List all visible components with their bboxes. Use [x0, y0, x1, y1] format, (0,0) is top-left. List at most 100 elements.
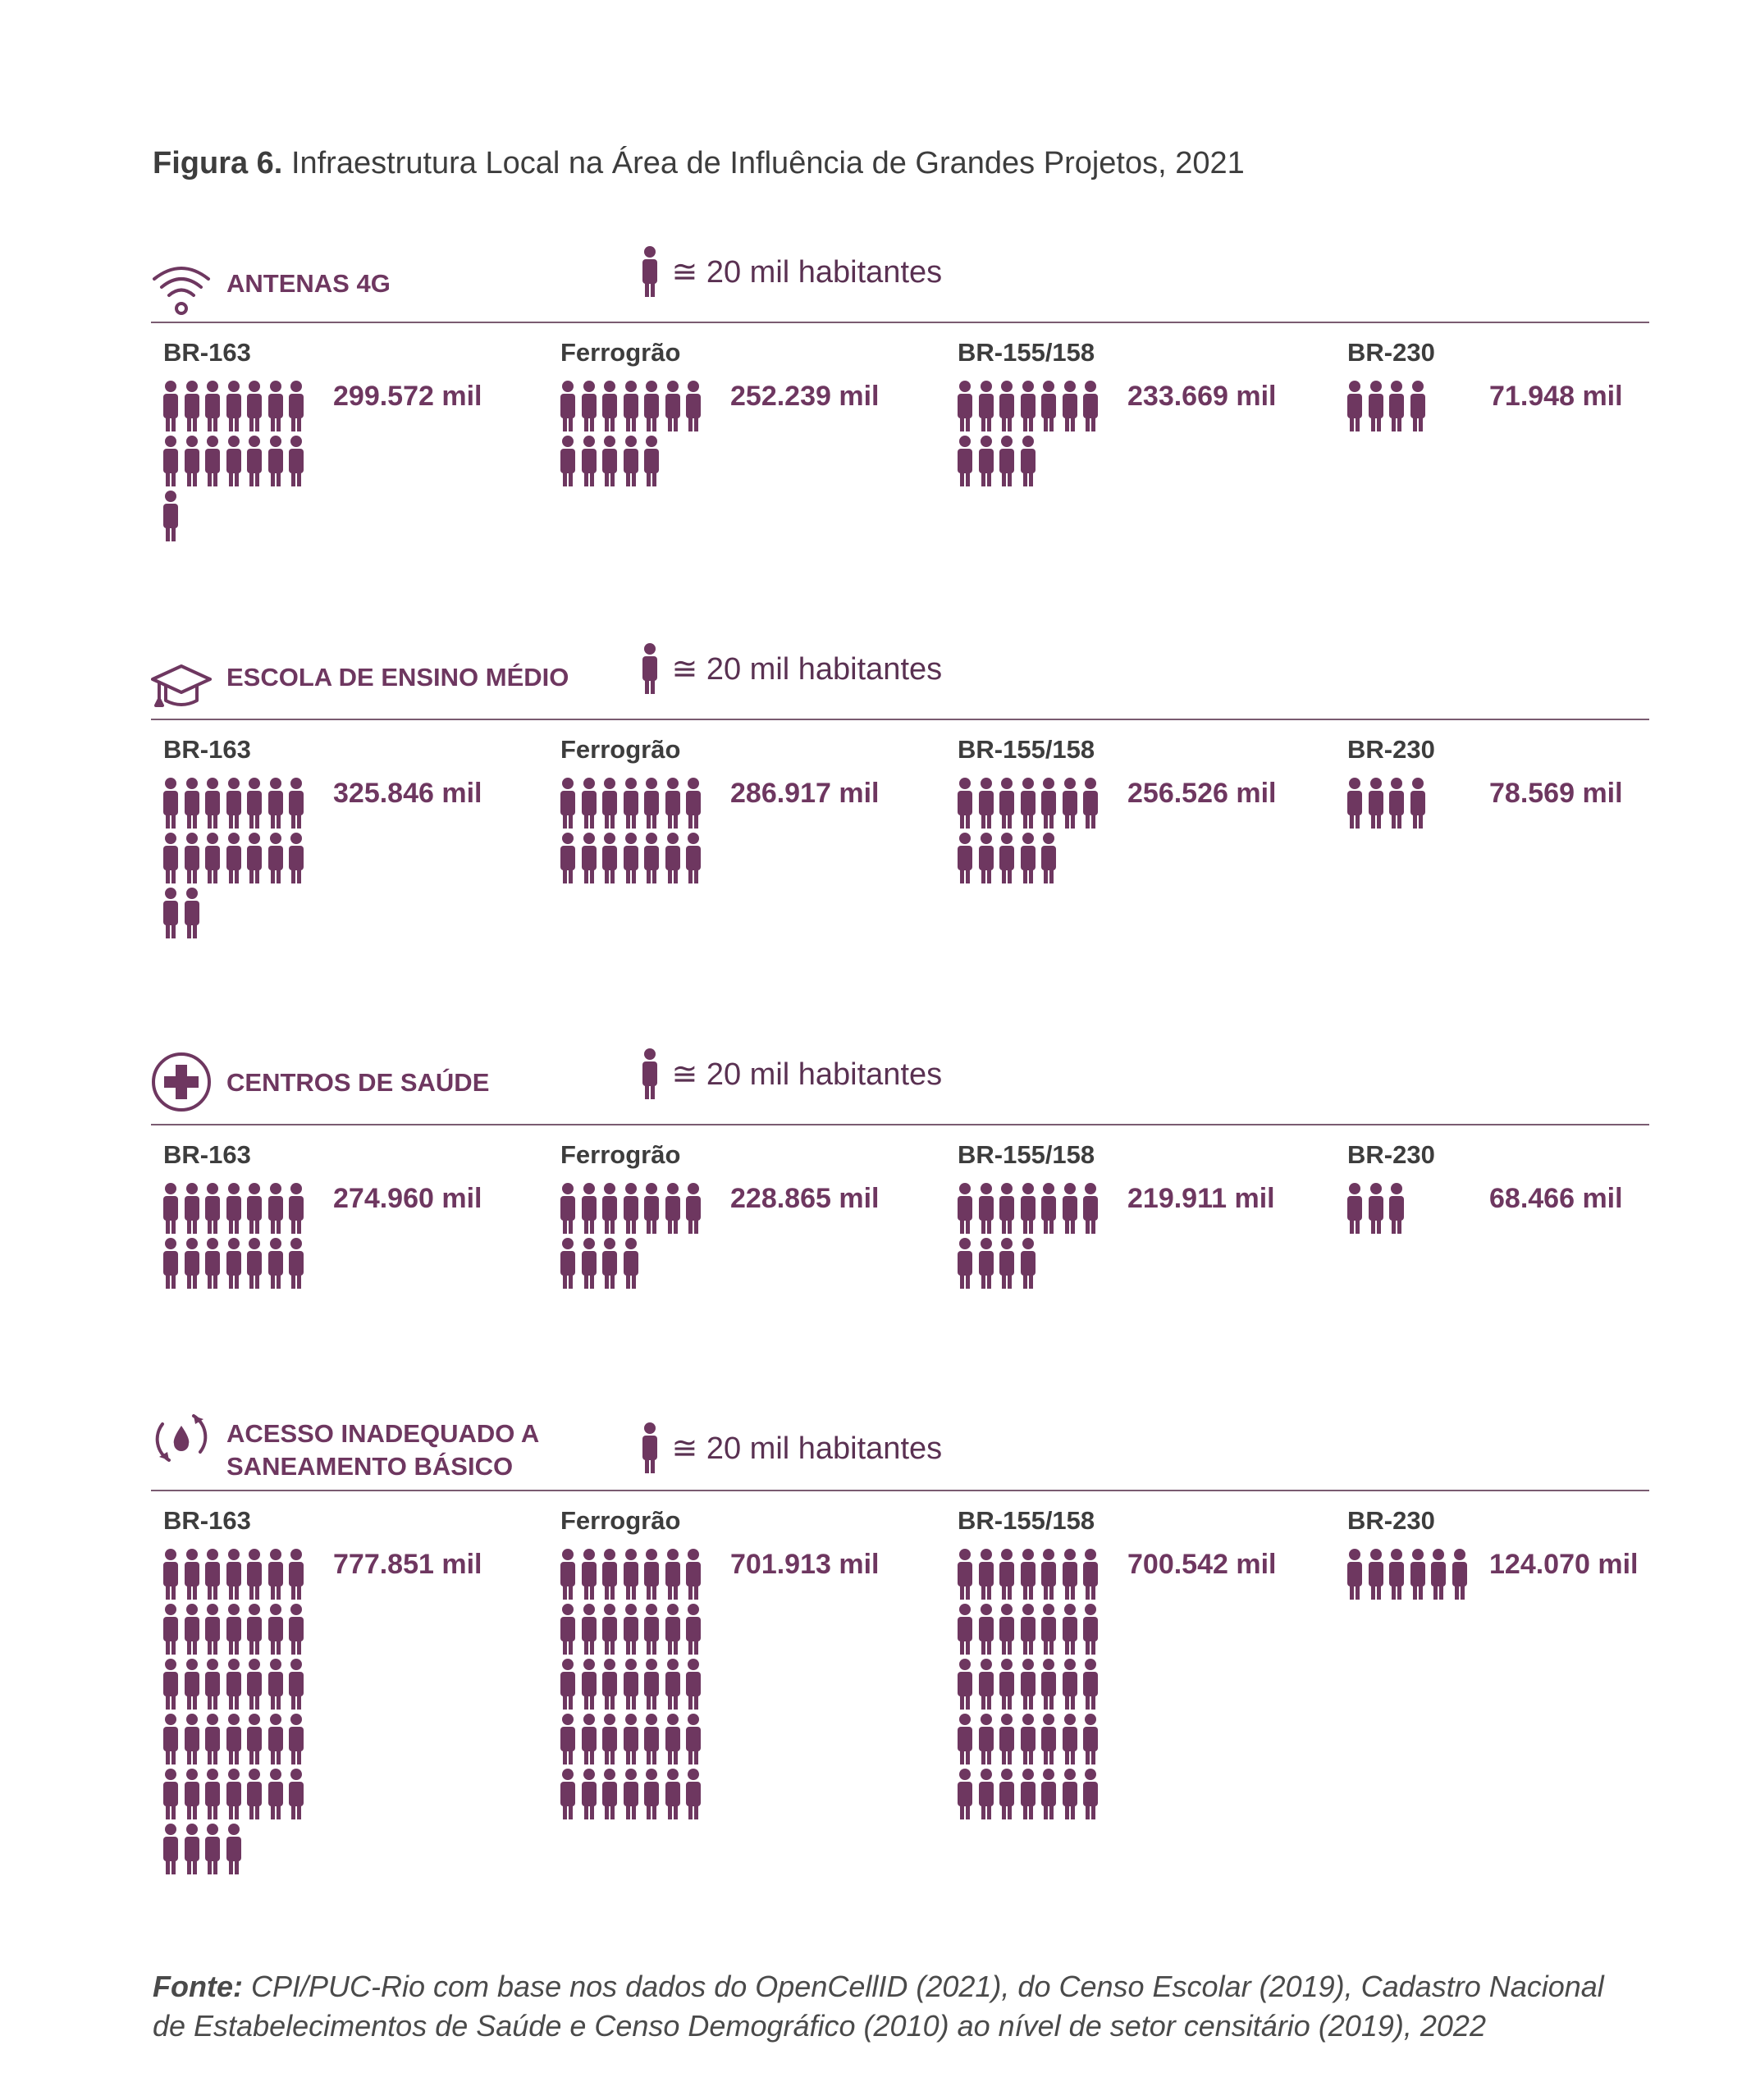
- person-icon: [163, 1183, 178, 1234]
- person-icon: [289, 1604, 304, 1655]
- person-icon: [205, 1714, 220, 1764]
- person-icon: [289, 1183, 304, 1234]
- value-label: 299.572 mil: [333, 381, 482, 412]
- person-icon: [602, 778, 617, 829]
- divider: [151, 1124, 1649, 1125]
- person-icon: [999, 1604, 1014, 1655]
- legend-text: ≅ 20 mil habitantes: [671, 1057, 943, 1092]
- person-icon: [1347, 1183, 1362, 1234]
- person-icon: [686, 1659, 701, 1710]
- person-icon: [958, 1183, 972, 1234]
- panel-escola-ensino-medio: ESCOLA DE ENSINO MÉDIO ≅ 20 mil habitant…: [151, 643, 1649, 955]
- person-icon: [623, 1714, 638, 1764]
- person-icon: [560, 436, 575, 486]
- person-icon: [1041, 833, 1056, 883]
- person-icon: [560, 1714, 575, 1764]
- person-icon: [686, 1549, 701, 1600]
- person-icon: [686, 1769, 701, 1819]
- person-icon: [665, 381, 680, 431]
- person-icon: [226, 1769, 241, 1819]
- person-icon: [163, 491, 178, 541]
- person-icon: [205, 381, 220, 431]
- panel-title: ANTENAS 4G: [226, 269, 391, 298]
- person-icon: [623, 1769, 638, 1819]
- person-icon: [623, 1183, 638, 1234]
- person-icon: [978, 381, 994, 431]
- legend-text: ≅ 20 mil habitantes: [671, 1431, 943, 1466]
- category-label: BR-230: [1347, 338, 1435, 367]
- person-icon: [644, 381, 659, 431]
- person-icon: [686, 1183, 701, 1234]
- value-label: 233.669 mil: [1127, 381, 1277, 412]
- person-icon: [999, 1238, 1014, 1289]
- person-icon: [581, 1549, 597, 1600]
- person-icon: [184, 1183, 199, 1234]
- person-icon: [602, 436, 617, 486]
- person-icon: [226, 1604, 241, 1655]
- value-label: 124.070 mil: [1489, 1549, 1639, 1580]
- person-icon: [958, 1238, 972, 1289]
- person-icon: [581, 381, 597, 431]
- person-icon: [560, 833, 575, 883]
- person-icon: [581, 1769, 597, 1819]
- person-icon: [623, 1238, 638, 1289]
- figure-title-text: Infraestrutura Local na Área de Influênc…: [290, 146, 1245, 180]
- person-icon: [226, 1824, 241, 1874]
- person-icon: [289, 1659, 304, 1710]
- category-label: BR-230: [1347, 1506, 1435, 1535]
- person-icon: [644, 833, 659, 883]
- person-icon: [978, 1769, 994, 1819]
- person-icon: [958, 778, 972, 829]
- person-legend-icon: [642, 643, 657, 694]
- person-icon: [999, 833, 1014, 883]
- person-icon: [1062, 1714, 1077, 1764]
- person-icon: [247, 1769, 262, 1819]
- person-icon: [581, 833, 597, 883]
- person-icon: [581, 1604, 597, 1655]
- person-icon: [978, 436, 994, 486]
- person-icon: [686, 833, 701, 883]
- value-label: 777.851 mil: [333, 1549, 482, 1580]
- person-icon: [602, 833, 617, 883]
- legend-text: ≅ 20 mil habitantes: [671, 254, 943, 290]
- person-icon: [560, 1238, 575, 1289]
- person-icon: [581, 1238, 597, 1289]
- person-icon: [1020, 1183, 1036, 1234]
- legend: ≅ 20 mil habitantes: [642, 643, 942, 694]
- person-icon: [205, 833, 220, 883]
- value-label: 325.846 mil: [333, 778, 482, 809]
- person-icon: [1389, 1183, 1404, 1234]
- person-icon: [581, 436, 597, 486]
- person-icon: [1062, 381, 1077, 431]
- person-icon: [1389, 381, 1404, 431]
- person-icon: [247, 381, 262, 431]
- person-icon: [1062, 1183, 1077, 1234]
- person-icon: [665, 1549, 680, 1600]
- person-icon: [247, 1604, 262, 1655]
- person-icon: [623, 436, 638, 486]
- value-label: 701.913 mil: [730, 1549, 880, 1580]
- person-icon: [289, 1714, 304, 1764]
- panel-antenas-4g: ANTENAS 4G ≅ 20 mil habitantes BR-163 29…: [151, 246, 1649, 558]
- person-icon: [205, 1604, 220, 1655]
- panel-title-line-1: ACESSO INADEQUADO A: [226, 1419, 540, 1448]
- person-icon: [1368, 381, 1383, 431]
- value-label: 286.917 mil: [730, 778, 880, 809]
- person-icon: [1020, 1659, 1036, 1710]
- person-icon: [1083, 1659, 1098, 1710]
- person-icon: [289, 778, 304, 829]
- person-icon: [267, 1769, 283, 1819]
- person-icon: [644, 778, 659, 829]
- person-icon: [958, 1604, 972, 1655]
- person-icon: [267, 1238, 283, 1289]
- person-icon: [686, 778, 701, 829]
- person-icon: [958, 436, 972, 486]
- person-icon: [1083, 1714, 1098, 1764]
- person-icon: [1041, 1769, 1056, 1819]
- person-icon: [289, 1549, 304, 1600]
- person-icon: [184, 833, 199, 883]
- person-icon: [686, 1604, 701, 1655]
- panel-header: ANTENAS 4G ≅ 20 mil habitantes: [151, 246, 1649, 315]
- person-icon: [560, 1183, 575, 1234]
- person-icon: [978, 1238, 994, 1289]
